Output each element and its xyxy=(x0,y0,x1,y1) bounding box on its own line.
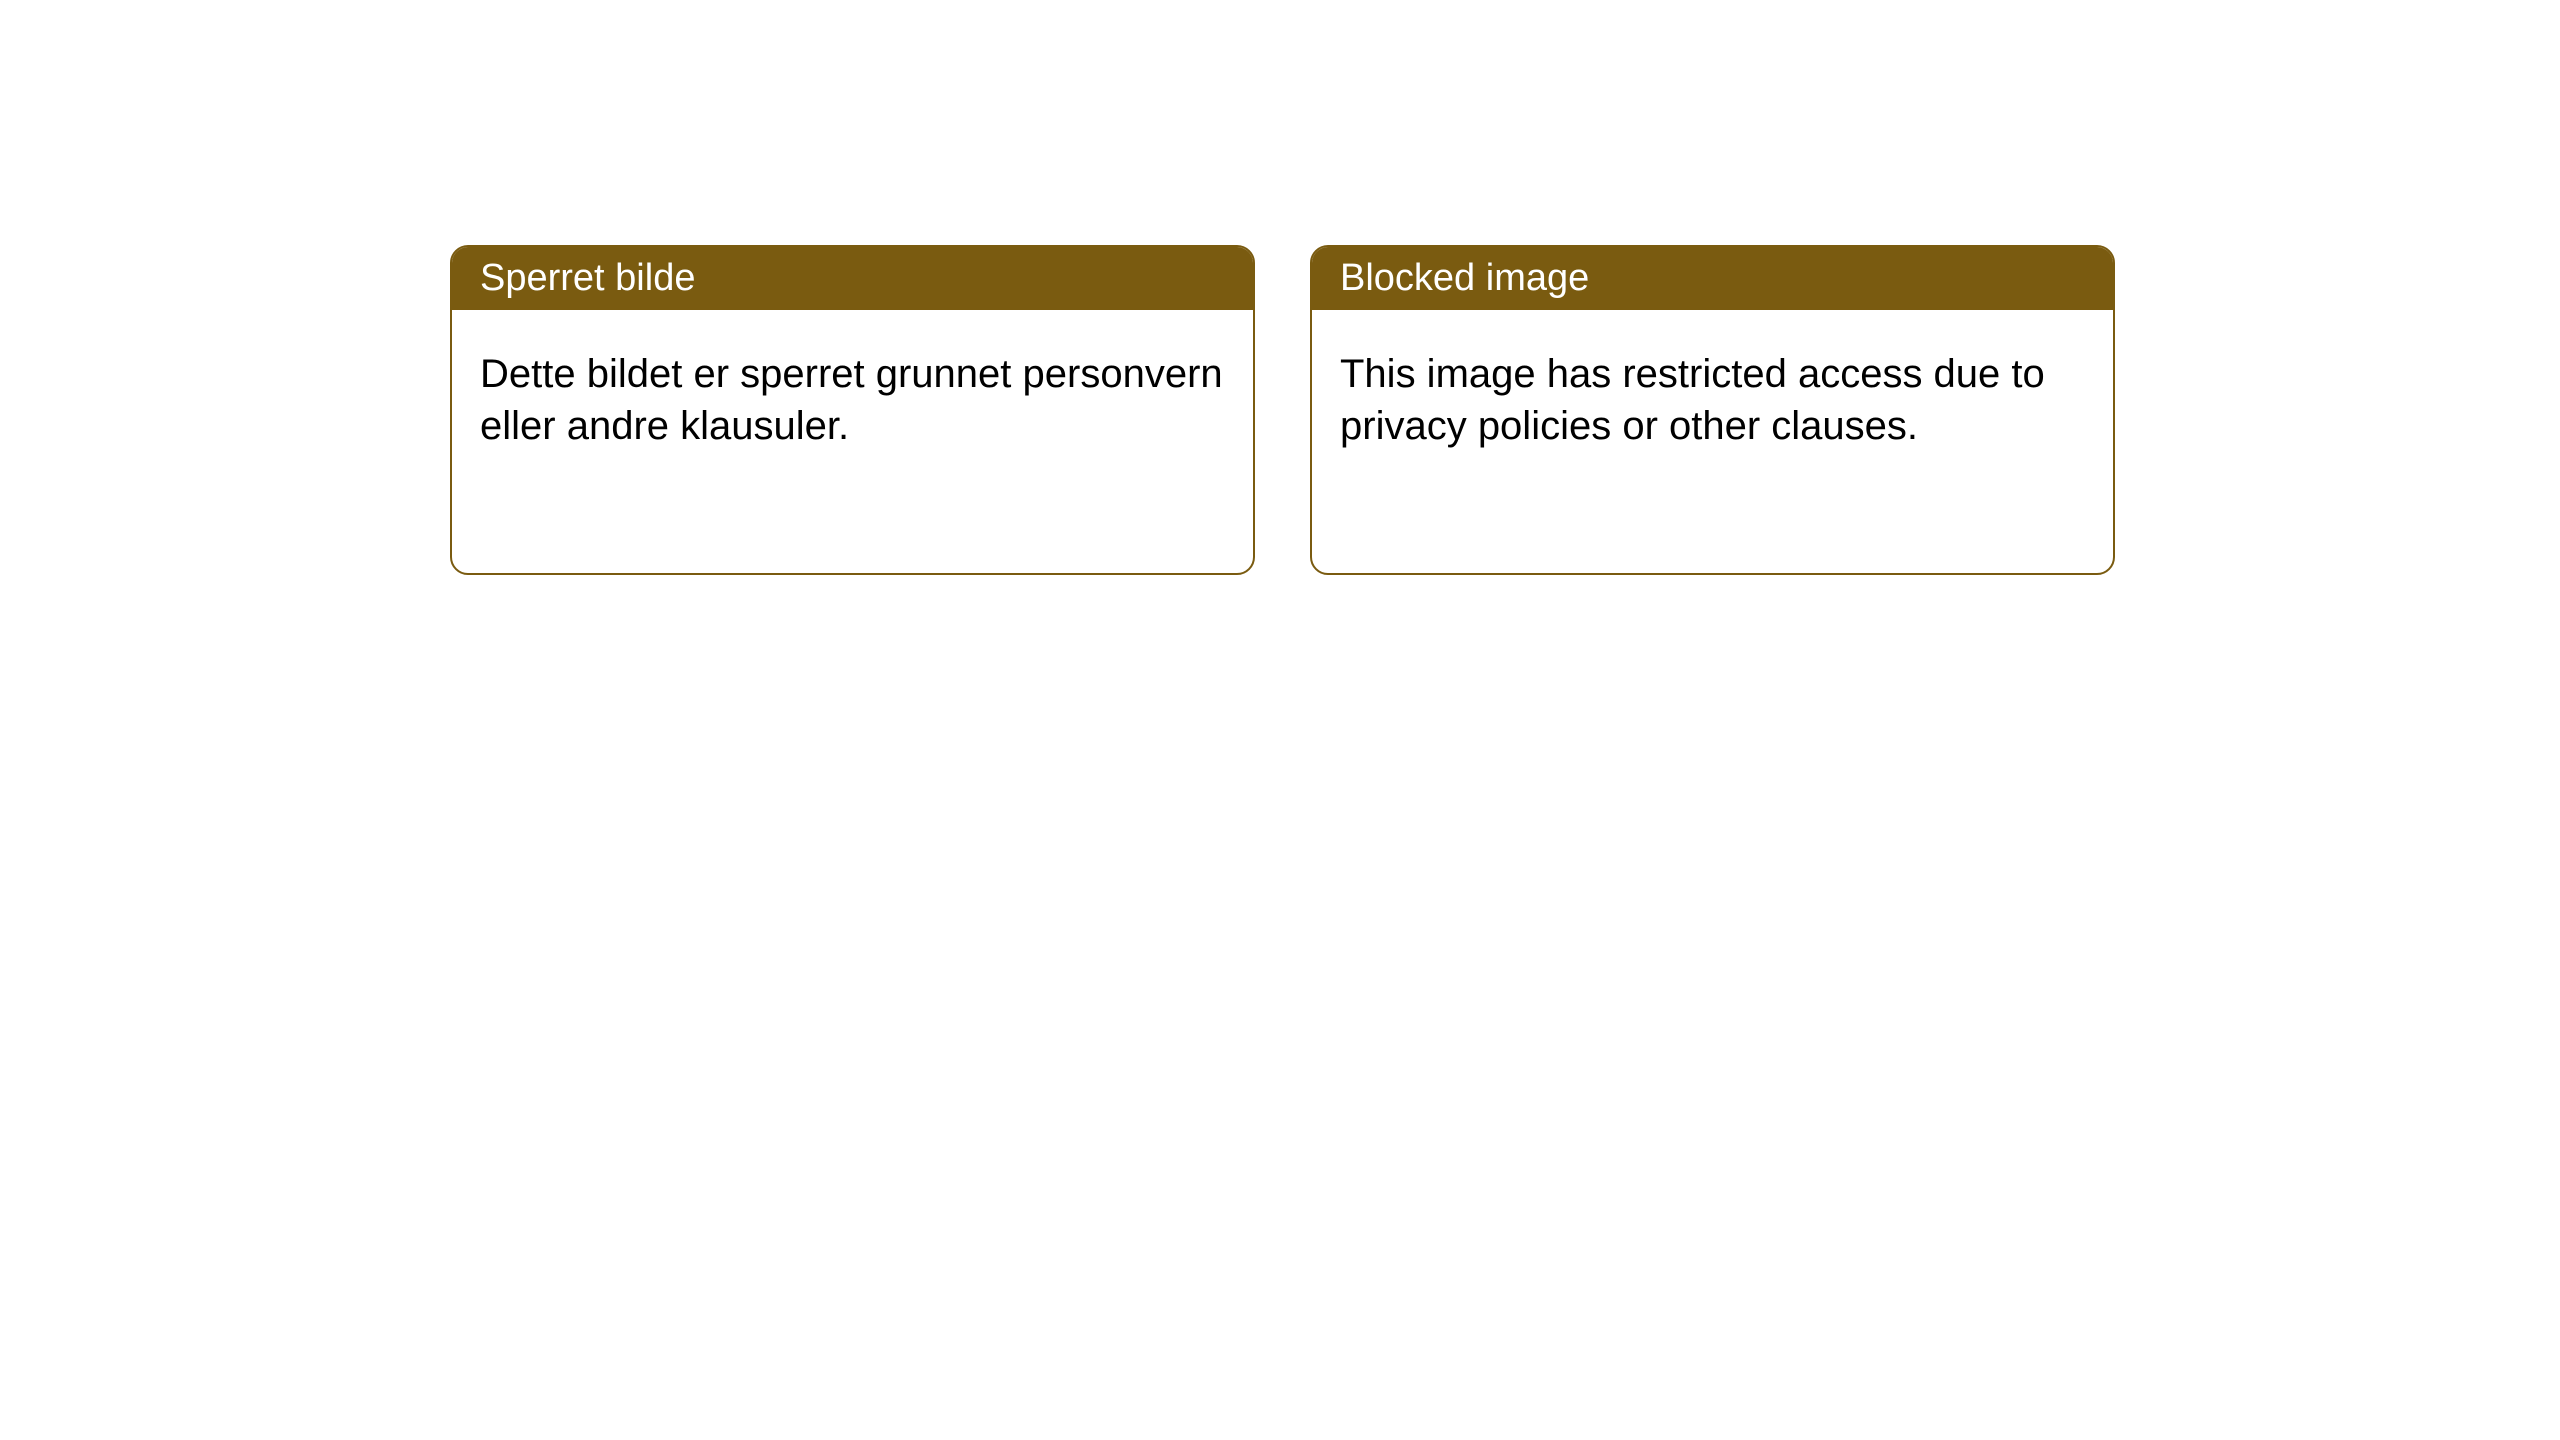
notice-card-english: Blocked image This image has restricted … xyxy=(1310,245,2115,575)
notice-cards-container: Sperret bilde Dette bildet er sperret gr… xyxy=(450,245,2115,575)
card-title: Blocked image xyxy=(1340,257,1589,299)
card-message: Dette bildet er sperret grunnet personve… xyxy=(480,352,1223,448)
card-header: Sperret bilde xyxy=(452,247,1253,310)
card-body: This image has restricted access due to … xyxy=(1312,310,2113,490)
card-message: This image has restricted access due to … xyxy=(1340,352,2045,448)
card-title: Sperret bilde xyxy=(480,257,695,299)
notice-card-norwegian: Sperret bilde Dette bildet er sperret gr… xyxy=(450,245,1255,575)
card-header: Blocked image xyxy=(1312,247,2113,310)
card-body: Dette bildet er sperret grunnet personve… xyxy=(452,310,1253,490)
